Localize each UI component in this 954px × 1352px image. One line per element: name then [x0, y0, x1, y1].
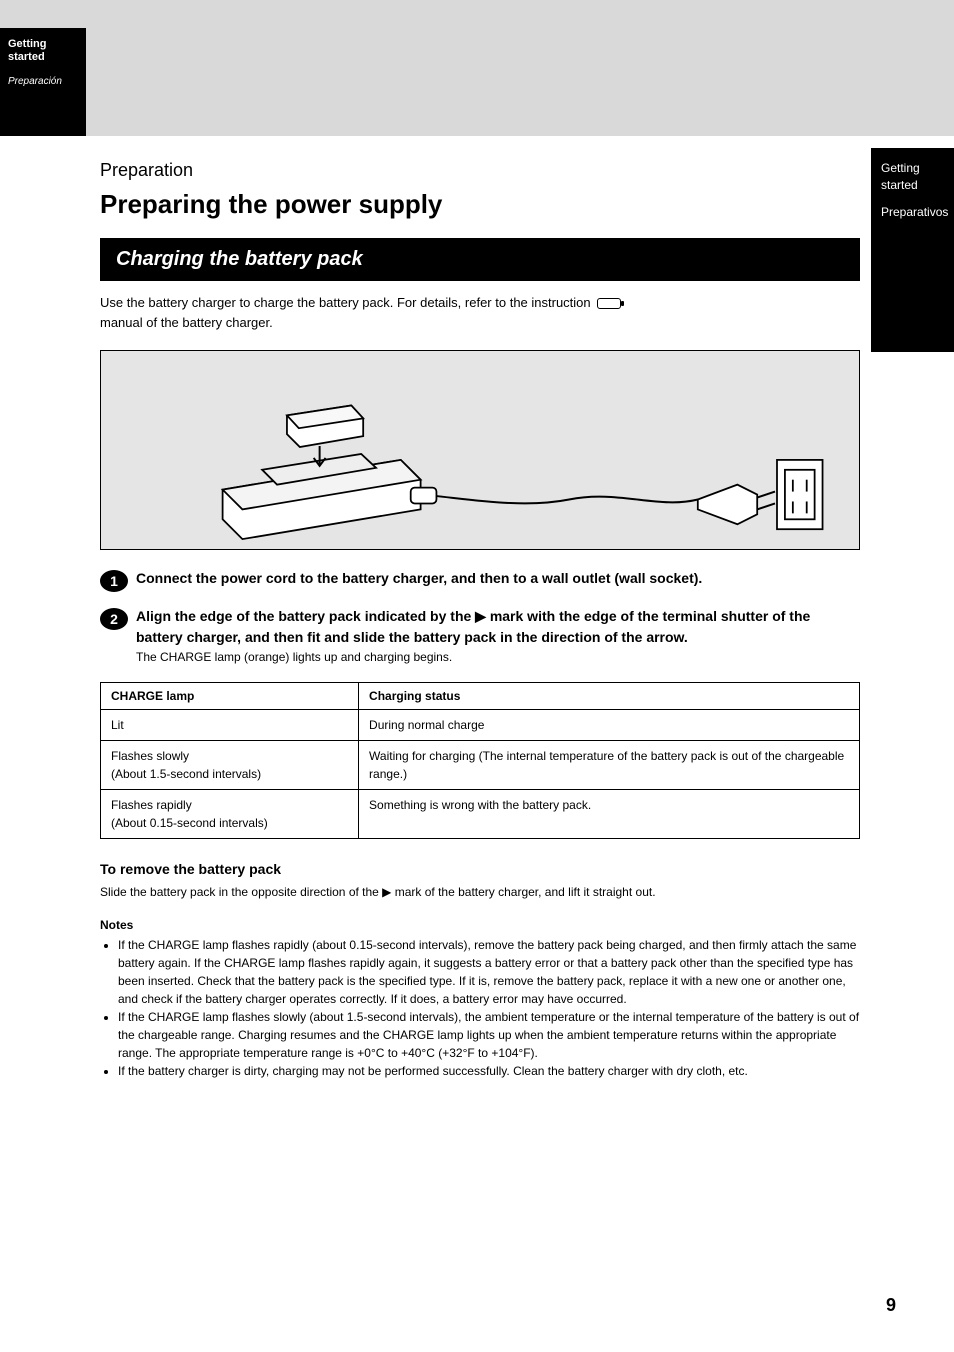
remove-heading: To remove the battery pack [100, 861, 860, 877]
side-line2: Preparativos [881, 204, 949, 221]
table-row: Flashes rapidly (About 0.15-second inter… [101, 790, 860, 839]
notes-heading: Notes [100, 918, 860, 932]
step-num-1: 1 [100, 570, 128, 592]
step-text-2: Align the edge of the battery pack indic… [128, 606, 860, 666]
note-item: If the CHARGE lamp flashes slowly (about… [118, 1008, 860, 1062]
page-number: 9 [886, 1295, 896, 1316]
tab-line1: Getting [8, 38, 78, 51]
table-header-row: CHARGE lamp Charging status [101, 683, 860, 710]
side-tab: Getting started Preparación [0, 28, 86, 136]
note-item: If the CHARGE lamp flashes rapidly (abou… [118, 936, 860, 1008]
charge-status-table: CHARGE lamp Charging status Lit During n… [100, 682, 860, 839]
step-text-1: Connect the power cord to the battery ch… [128, 568, 860, 592]
step-main-2: Align the edge of the battery pack indic… [136, 608, 810, 645]
step-2: 2 Align the edge of the battery pack ind… [100, 606, 860, 666]
th-status: Charging status [359, 683, 860, 710]
right-side-tab: Getting started Preparativos [871, 148, 954, 352]
table-row: Flashes slowly (About 1.5-second interva… [101, 741, 860, 790]
cell: Lit [101, 710, 359, 741]
remove-text: Slide the battery pack in the opposite d… [100, 883, 860, 902]
top-banner [0, 0, 954, 136]
page-content: Preparation Preparing the power supply C… [100, 160, 860, 1080]
notes-list: If the CHARGE lamp flashes rapidly (abou… [100, 936, 860, 1080]
battery-icon [597, 298, 621, 309]
tab-line2: started [8, 51, 78, 64]
charger-svg [101, 351, 859, 549]
step-num-2: 2 [100, 608, 128, 630]
cell: Something is wrong with the battery pack… [359, 790, 860, 839]
cell: During normal charge [359, 710, 860, 741]
cell: Flashes rapidly (About 0.15-second inter… [101, 790, 359, 839]
step-1: 1 Connect the power cord to the battery … [100, 568, 860, 592]
side-line1: Getting started [881, 160, 949, 194]
th-lamp: CHARGE lamp [101, 683, 359, 710]
cell: Flashes slowly (About 1.5-second interva… [101, 741, 359, 790]
intro-suffix: manual of the battery charger. [100, 315, 273, 330]
section-heading-bar: Charging the battery pack [100, 238, 860, 281]
step-main-1: Connect the power cord to the battery ch… [136, 570, 702, 586]
table-row: Lit During normal charge [101, 710, 860, 741]
note-item: If the battery charger is dirty, chargin… [118, 1062, 860, 1080]
page-title: Preparing the power supply [100, 189, 860, 220]
preparation-label: Preparation [100, 160, 860, 181]
steps-list: 1 Connect the power cord to the battery … [100, 568, 860, 666]
intro-prefix: Use the battery charger to charge the ba… [100, 295, 591, 310]
cell: Waiting for charging (The internal tempe… [359, 741, 860, 790]
intro-text: Use the battery charger to charge the ba… [100, 293, 860, 332]
step-sub-2: The CHARGE lamp (orange) lights up and c… [136, 648, 860, 666]
charger-illustration [100, 350, 860, 550]
tab-line3: Preparación [8, 76, 78, 87]
